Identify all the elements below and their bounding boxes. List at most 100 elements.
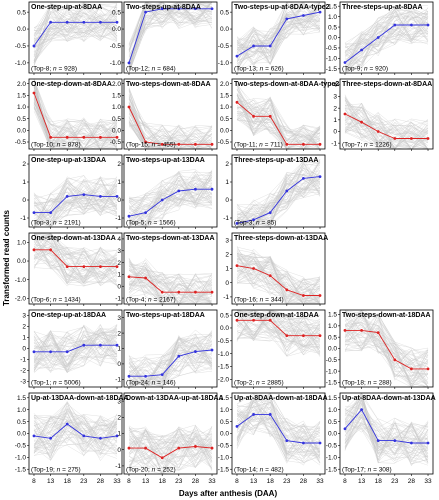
y-tick-label: 1.0	[328, 14, 337, 21]
centroid-point	[268, 318, 272, 322]
y-tick-label: -1	[223, 215, 229, 222]
y-tick-label: -2.0	[15, 296, 27, 303]
background-trace	[236, 401, 321, 456]
background-trace	[344, 399, 429, 446]
y-tick-label: -0.5	[218, 338, 230, 345]
background-trace	[128, 99, 213, 146]
y-tick-label: 1.5	[220, 395, 229, 402]
x-tick-label: 18	[267, 478, 275, 485]
background-trace	[344, 15, 429, 74]
panel-count-note: (Top-12; n = 684)	[126, 66, 176, 73]
x-tick-label: 13	[358, 478, 366, 485]
centroid-point	[426, 367, 430, 371]
background-trace	[33, 196, 118, 217]
y-tick-label: 0.0	[220, 26, 229, 33]
background-trace	[128, 425, 213, 457]
background-trace	[236, 397, 321, 437]
background-trace	[33, 78, 118, 150]
panel-count-note: (Top-14; n = 482)	[234, 467, 284, 474]
background-trace	[33, 13, 118, 38]
x-tick-label: 28	[408, 478, 416, 485]
centroid-point	[32, 434, 36, 438]
centroid-point	[393, 137, 397, 140]
background-trace	[33, 3, 118, 63]
y-tick-label: 1.5	[112, 93, 121, 100]
background-trace	[236, 1, 321, 61]
background-trace	[33, 339, 118, 365]
background-trace	[344, 10, 429, 74]
background-trace	[236, 14, 321, 60]
panel-count-note: (Top-17; n = 308)	[342, 467, 392, 474]
background-trace	[236, 314, 321, 339]
y-tick-label: -0.5	[15, 43, 27, 50]
y-tick-label: 1.5	[328, 395, 337, 402]
y-tick-label: -1.0	[110, 60, 122, 67]
background-trace	[344, 319, 429, 362]
panel-title: Two-steps-up-at-8DAA-type2	[234, 4, 330, 11]
background-trace	[236, 104, 321, 150]
background-trace	[344, 13, 429, 74]
background-trace	[344, 413, 429, 463]
centroid-point	[302, 441, 305, 445]
centroid-point	[49, 135, 52, 139]
background-trace	[128, 174, 213, 227]
y-tick-label: 2	[333, 105, 337, 112]
y-tick-label: 0.0	[112, 128, 121, 135]
background-trace	[128, 340, 213, 388]
background-trace	[128, 265, 213, 305]
background-trace	[236, 252, 321, 300]
background-trace	[33, 232, 118, 287]
background-trace	[236, 253, 321, 302]
panel-count-note: (Top-4; n = 2167)	[126, 297, 176, 304]
background-trace	[128, 176, 213, 228]
background-trace	[236, 318, 321, 355]
y-tick-label: 0.0	[220, 128, 229, 135]
y-tick-label: -1	[20, 215, 26, 222]
background-trace	[128, 177, 213, 210]
background-trace	[33, 416, 118, 443]
panel-count-note: (Top-1; n = 5006)	[31, 380, 81, 387]
background-trace	[33, 332, 118, 371]
background-trace	[128, 430, 213, 464]
background-trace	[344, 11, 429, 53]
background-trace	[344, 422, 429, 450]
panel-frame	[231, 309, 326, 388]
background-trace	[236, 106, 321, 141]
cluster-centroid-line	[128, 8, 212, 64]
panel-count-note: (Top-3; n = 85)	[234, 220, 276, 227]
cluster-centroid-line	[236, 413, 320, 444]
background-trace	[128, 274, 213, 305]
panel-title: Down-at-13DAA-up-at-18DAA	[126, 395, 224, 402]
background-trace	[344, 328, 429, 362]
background-trace	[236, 407, 321, 449]
background-trace	[33, 421, 118, 448]
background-trace	[128, 176, 213, 212]
y-tick-label: -1.0	[326, 368, 338, 375]
centroid-point	[410, 367, 413, 371]
background-trace	[33, 402, 118, 459]
y-tick-label: -0.5	[15, 443, 27, 450]
centroid-point	[285, 334, 289, 338]
background-trace	[344, 319, 429, 365]
centroid-point	[235, 318, 239, 322]
background-trace	[33, 27, 118, 41]
background-trace	[33, 4, 118, 39]
background-trace	[33, 330, 118, 367]
background-trace	[236, 89, 321, 150]
centroid-point	[65, 135, 69, 139]
background-trace	[33, 249, 118, 286]
background-trace	[33, 420, 118, 459]
background-trace	[33, 177, 118, 226]
centroid-point	[268, 211, 272, 215]
background-trace	[33, 333, 118, 374]
y-tick-label: -0.5	[110, 139, 122, 146]
centroid-point	[160, 7, 164, 11]
panel-title: Two-steps-up-at-8DAA	[126, 4, 201, 11]
background-trace	[33, 198, 118, 224]
background-trace	[236, 246, 321, 305]
background-trace	[33, 342, 118, 362]
y-tick-label: 1.0	[220, 104, 229, 111]
centroid-point	[318, 441, 322, 445]
background-trace	[33, 238, 118, 287]
y-tick-label: -0.5	[218, 43, 230, 50]
